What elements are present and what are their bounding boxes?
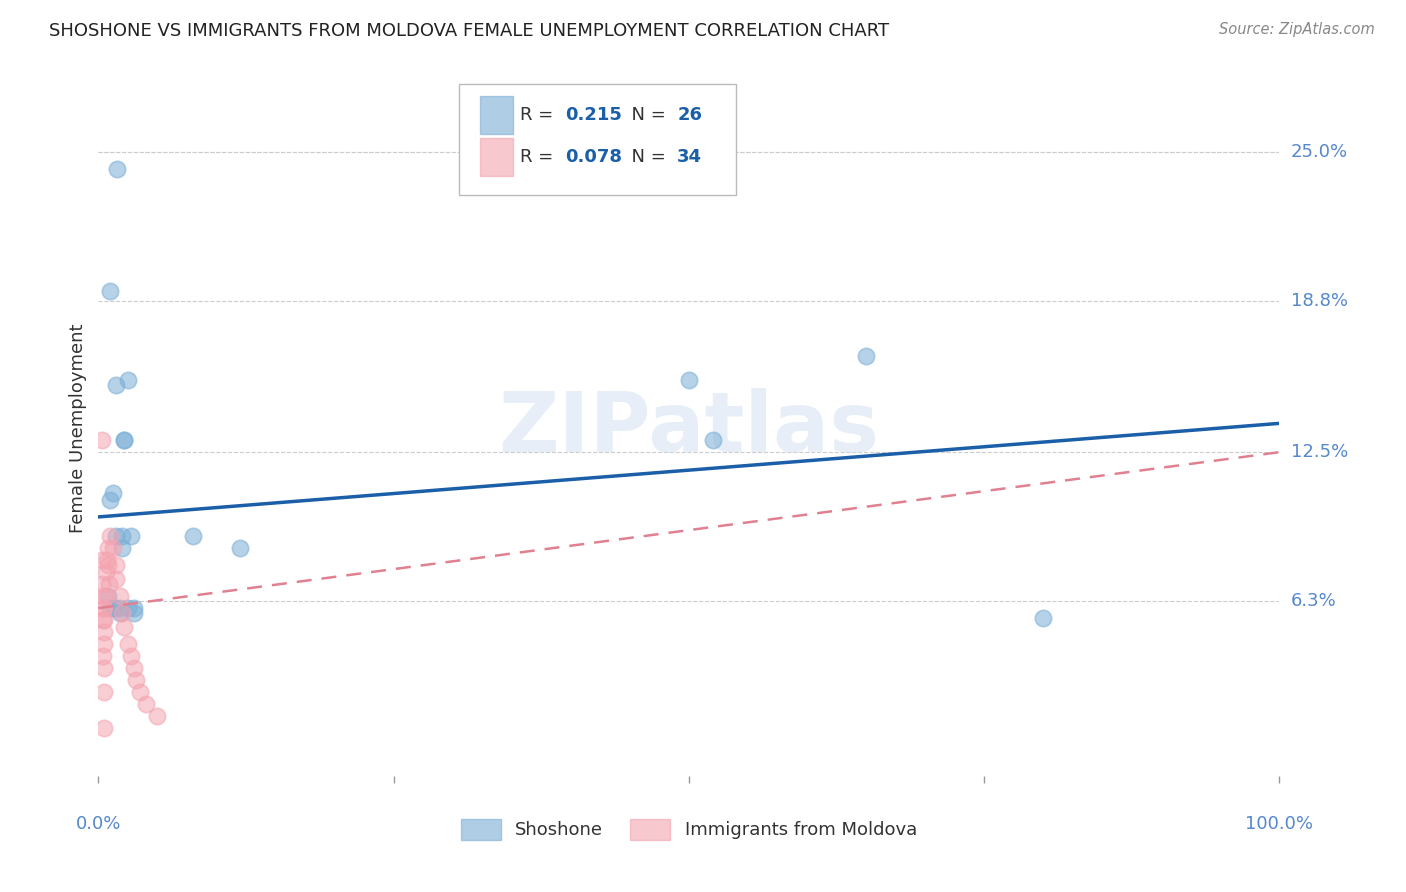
Text: 6.3%: 6.3% <box>1291 592 1336 610</box>
Point <box>97 558 120 572</box>
Point <box>94 589 117 603</box>
Text: SHOSHONE VS IMMIGRANTS FROM MOLDOVA FEMALE UNEMPLOYMENT CORRELATION CHART: SHOSHONE VS IMMIGRANTS FROM MOLDOVA FEMA… <box>49 22 890 40</box>
Point <box>91 577 114 591</box>
Text: N =: N = <box>620 106 672 124</box>
Point <box>121 649 143 664</box>
Point <box>111 541 134 555</box>
Point <box>97 589 120 603</box>
Text: Source: ZipAtlas.com: Source: ZipAtlas.com <box>1219 22 1375 37</box>
Point <box>105 558 128 572</box>
Point <box>91 553 114 567</box>
Point <box>93 661 115 675</box>
Point <box>98 577 121 591</box>
Point <box>229 541 252 555</box>
Bar <box>479 137 513 176</box>
Point <box>91 589 114 603</box>
Point <box>678 373 700 387</box>
Point <box>105 529 128 543</box>
Point <box>101 486 124 500</box>
Text: 18.8%: 18.8% <box>1291 292 1347 310</box>
Point <box>101 541 124 555</box>
Point <box>97 541 120 555</box>
Point <box>855 349 877 363</box>
Text: 0.0%: 0.0% <box>76 815 121 833</box>
Point <box>91 649 114 664</box>
Point <box>91 601 114 615</box>
Bar <box>479 96 513 134</box>
Point <box>112 433 135 447</box>
Text: 34: 34 <box>678 148 702 166</box>
Point <box>93 625 115 640</box>
Text: 0.078: 0.078 <box>565 148 621 166</box>
Point <box>1032 610 1054 624</box>
Point <box>104 601 127 615</box>
Point <box>98 529 121 543</box>
Point <box>93 637 115 651</box>
Point <box>121 529 143 543</box>
Text: 25.0%: 25.0% <box>1291 144 1348 161</box>
Point <box>112 433 135 447</box>
Point <box>94 565 117 579</box>
Point <box>111 606 134 620</box>
Text: R =: R = <box>520 148 560 166</box>
Point <box>122 601 145 615</box>
Point <box>93 613 115 627</box>
Point <box>135 697 157 711</box>
Point <box>108 589 131 603</box>
Text: 100.0%: 100.0% <box>1246 815 1313 833</box>
Point <box>117 601 139 615</box>
Point <box>108 601 131 615</box>
Text: R =: R = <box>520 106 560 124</box>
Point <box>98 285 121 299</box>
Point <box>108 606 131 620</box>
Point <box>122 661 145 675</box>
Point <box>117 637 139 651</box>
Point <box>105 572 128 586</box>
Point <box>146 709 169 723</box>
Point <box>105 378 128 392</box>
Point <box>128 685 150 699</box>
FancyBboxPatch shape <box>458 84 737 195</box>
Point <box>181 529 204 543</box>
Point <box>98 493 121 508</box>
Point <box>93 601 115 615</box>
Point <box>93 685 115 699</box>
Point <box>91 433 114 447</box>
Text: 12.5%: 12.5% <box>1291 443 1348 461</box>
Y-axis label: Female Unemployment: Female Unemployment <box>69 324 87 533</box>
Point <box>91 613 114 627</box>
Point <box>105 162 128 177</box>
Point <box>93 721 115 735</box>
Point <box>112 620 135 634</box>
Text: N =: N = <box>620 148 672 166</box>
Legend: Shoshone, Immigrants from Moldova: Shoshone, Immigrants from Moldova <box>454 812 924 847</box>
Point <box>702 433 724 447</box>
Point <box>122 606 145 620</box>
Point <box>96 553 118 567</box>
Text: 26: 26 <box>678 106 702 124</box>
Point <box>125 673 148 687</box>
Text: 0.215: 0.215 <box>565 106 621 124</box>
Text: ZIPatlas: ZIPatlas <box>499 388 879 468</box>
Point <box>98 601 121 615</box>
Point <box>111 529 134 543</box>
Point <box>117 373 139 387</box>
